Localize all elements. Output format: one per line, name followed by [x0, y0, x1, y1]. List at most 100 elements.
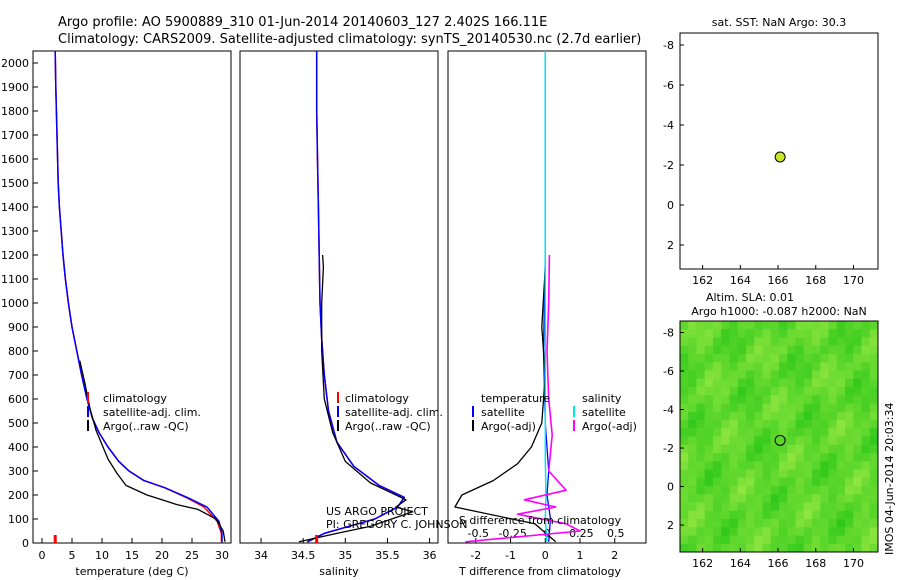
sla-cell	[721, 321, 730, 330]
sla-cell	[869, 387, 879, 396]
sla-cell	[704, 329, 714, 338]
sla-cell	[779, 453, 788, 462]
sla-cell	[787, 321, 796, 330]
sla-cell	[713, 543, 722, 553]
sla-cell	[729, 436, 739, 446]
difference-chart: -2 -1 0 1 2-0.5 -0.25 0 0.25 0.5	[454, 51, 625, 562]
sla-cell	[820, 378, 829, 388]
sla-cell	[828, 469, 838, 479]
sla-cell	[688, 519, 697, 528]
sla-cell	[869, 444, 879, 454]
sla-cell	[779, 535, 788, 545]
sla-cell	[845, 411, 854, 421]
x2-tick-label: 0.25	[569, 527, 594, 540]
sla-cell	[729, 387, 739, 396]
sla-cell	[729, 477, 739, 487]
sla-cell	[762, 370, 772, 380]
sla-cell	[680, 527, 689, 536]
sla-cell	[721, 411, 730, 421]
sla-cell	[853, 527, 862, 536]
sla-cell	[845, 354, 854, 363]
sla-cell	[704, 510, 714, 520]
y-tick-label: 1200	[1, 249, 29, 262]
sla-cell	[754, 428, 763, 437]
sla-cell	[787, 411, 796, 421]
sla-cell	[803, 502, 813, 512]
sla-cell	[754, 502, 763, 512]
sla-cell	[820, 337, 829, 347]
sla-cell	[853, 444, 862, 454]
sla-cell	[680, 420, 689, 429]
legend-label-climatology: climatology	[103, 392, 167, 405]
sla-cell	[770, 535, 780, 545]
sla-cell	[680, 502, 689, 512]
sla-cell	[680, 461, 689, 470]
sla-cell	[770, 453, 780, 462]
temperature-chart: 0 5 10 15 20 25 300100200300400500600700800900…	[1, 50, 229, 562]
sla-cell	[861, 461, 871, 470]
sla-cell	[803, 436, 813, 446]
sla-cell	[779, 461, 788, 470]
sla-cell	[779, 395, 788, 404]
sla-cell	[828, 354, 838, 363]
x-tick-label: 164	[730, 557, 751, 570]
y-tick-label: 600	[8, 393, 29, 406]
sla-cell	[713, 436, 722, 446]
sla-cell	[737, 420, 747, 429]
x-tick-label: 25	[185, 549, 199, 562]
sla-cell	[770, 461, 780, 470]
sla-cell	[787, 444, 796, 454]
sla-cell	[680, 362, 689, 371]
sla-cell	[787, 362, 796, 371]
sla-cell	[721, 378, 730, 388]
sla-cell	[787, 395, 796, 404]
sla-cell	[688, 527, 697, 536]
sla-cell	[853, 362, 862, 371]
sla-cell	[696, 370, 706, 380]
sla-cell	[713, 395, 722, 404]
sla-cell	[828, 329, 838, 338]
sla-cell	[820, 461, 829, 470]
sla-cell	[688, 321, 697, 330]
sla-cell	[696, 486, 706, 495]
sla-cell	[795, 486, 805, 495]
sla-cell	[812, 494, 821, 503]
sla-cell	[737, 527, 747, 536]
sla-cell	[754, 370, 763, 380]
sla-cell	[795, 370, 805, 380]
sla-cell	[688, 345, 697, 355]
sla-cell	[836, 486, 846, 495]
sla-cell	[696, 378, 706, 388]
sla-cell	[704, 527, 714, 536]
sla-cell	[787, 420, 796, 429]
legend-header-temperature: temperature	[481, 392, 550, 405]
sla-cell	[861, 527, 871, 536]
sla-cell	[869, 477, 879, 487]
y-tick-label: -4	[663, 404, 674, 417]
sla-cell	[861, 329, 871, 338]
sla-cell	[729, 527, 739, 536]
sla-cell	[762, 354, 772, 363]
sla-cell	[787, 527, 796, 536]
sla-cell	[729, 370, 739, 380]
sst-map-title: sat. SST: NaN Argo: 30.3	[712, 16, 846, 29]
sla-cell	[737, 321, 747, 330]
sla-cell	[836, 354, 846, 363]
sla-cell	[754, 486, 763, 495]
sla-cell	[828, 494, 838, 503]
sla-cell	[779, 510, 788, 520]
sla-cell	[770, 354, 780, 363]
sla-field	[680, 321, 879, 553]
sla-cell	[713, 461, 722, 470]
sla-cell	[812, 519, 821, 528]
sla-cell	[861, 444, 871, 454]
sla-cell	[721, 370, 730, 380]
sla-cell	[680, 354, 689, 363]
y-tick-label: 2000	[1, 57, 29, 70]
sla-cell	[754, 403, 763, 413]
sla-cell	[836, 469, 846, 479]
sla-cell	[729, 535, 739, 545]
sla-cell	[779, 428, 788, 437]
sla-cell	[836, 461, 846, 470]
sla-cell	[861, 387, 871, 396]
